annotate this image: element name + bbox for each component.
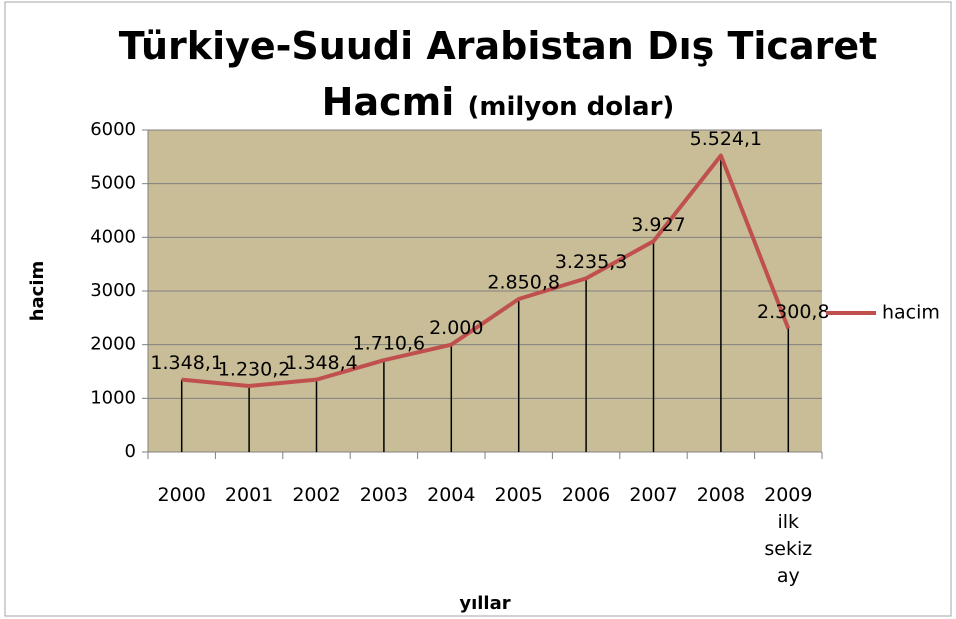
y-tick-label: 5000 <box>90 173 136 194</box>
data-label: 2.850,8 <box>487 272 560 294</box>
x-tick-label: 2001 <box>224 484 274 506</box>
y-tick-label: 6000 <box>90 119 136 140</box>
title-text: Türkiye-Suudi Arabistan Dış Ticaret Hacm… <box>118 24 878 124</box>
frame <box>4 1 952 617</box>
x-tick-label: 2006 <box>561 484 611 506</box>
x-tick-label: 2004 <box>427 484 476 506</box>
x-tick-label: 2005 <box>494 484 543 506</box>
x-tick-label: 2003 <box>359 484 409 506</box>
x-tick-label: 2002 <box>292 484 341 506</box>
data-label: 3.927 <box>631 214 685 236</box>
data-label: 1.348,1 <box>150 352 223 374</box>
x-axis-title: yıllar <box>459 593 510 614</box>
data-label: 2.300,8 <box>757 301 830 323</box>
series-line <box>181 153 791 388</box>
y-tick-label: 2000 <box>90 334 136 355</box>
data-label: 1.230,2 <box>218 358 291 380</box>
y-tick-label: 0 <box>125 441 136 462</box>
data-label: 5.524,1 <box>690 128 763 150</box>
data-label: 1.348,4 <box>285 352 358 374</box>
x-tick-label: 2007 <box>629 484 678 506</box>
subtitle: (milyon dolar) <box>467 92 675 122</box>
chart-title: Türkiye-Suudi Arabistan Dış Ticaret Hacm… <box>118 18 878 135</box>
x-tick-label: 2000 <box>157 484 206 506</box>
legend-label: hacim <box>882 302 940 324</box>
data-label: 3.235,3 <box>555 251 628 273</box>
data-label: 2.000 <box>429 317 483 339</box>
y-tick-label: 1000 <box>90 387 136 408</box>
y-tick-label: 3000 <box>90 280 136 301</box>
data-label: 1.710,6 <box>353 333 426 355</box>
x-tick-label: 2008 <box>696 484 746 506</box>
y-axis-title: hacim <box>27 261 48 322</box>
y-tick-label: 4000 <box>90 226 136 247</box>
x-tick-label: 2009 ilk sekiz ay <box>764 484 813 587</box>
